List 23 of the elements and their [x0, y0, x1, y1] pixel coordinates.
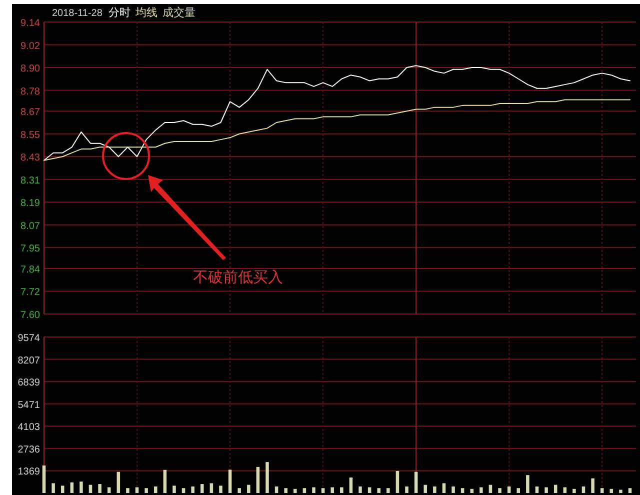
y-tick-label: 8.90: [20, 64, 40, 75]
y-tick-label: 5471: [18, 400, 40, 411]
y-tick-label: 8.31: [20, 175, 40, 186]
y-tick-label: 7.84: [20, 264, 40, 276]
y-tick-label: 8.43: [20, 152, 40, 164]
y-tick-label: 7.72: [20, 287, 40, 298]
y-tick-label: 1369: [18, 466, 40, 478]
y-tick-label: 9574: [18, 333, 40, 344]
y-tick-label: 9.14: [20, 18, 40, 29]
y-tick-label: 9.02: [20, 40, 40, 52]
y-tick-label: 6839: [18, 378, 40, 389]
y-tick-label: 8.78: [20, 86, 40, 98]
y-tick-label: 7.95: [20, 244, 40, 255]
y-tick-label: 2736: [18, 444, 40, 456]
y-tick-label: 8.55: [20, 130, 40, 141]
y-tick-label: 8.67: [20, 107, 40, 118]
y-tick-label: 8.19: [20, 198, 40, 210]
y-tick-label: 7.60: [20, 310, 40, 321]
y-tick-label: 4103: [18, 422, 40, 434]
y-tick-label: 8207: [18, 355, 40, 366]
y-tick-label: 8.07: [20, 220, 40, 232]
header: 2018-11-28 分时 均线 成交量: [52, 7, 196, 19]
annotation: 不破前低买入: [193, 269, 283, 286]
